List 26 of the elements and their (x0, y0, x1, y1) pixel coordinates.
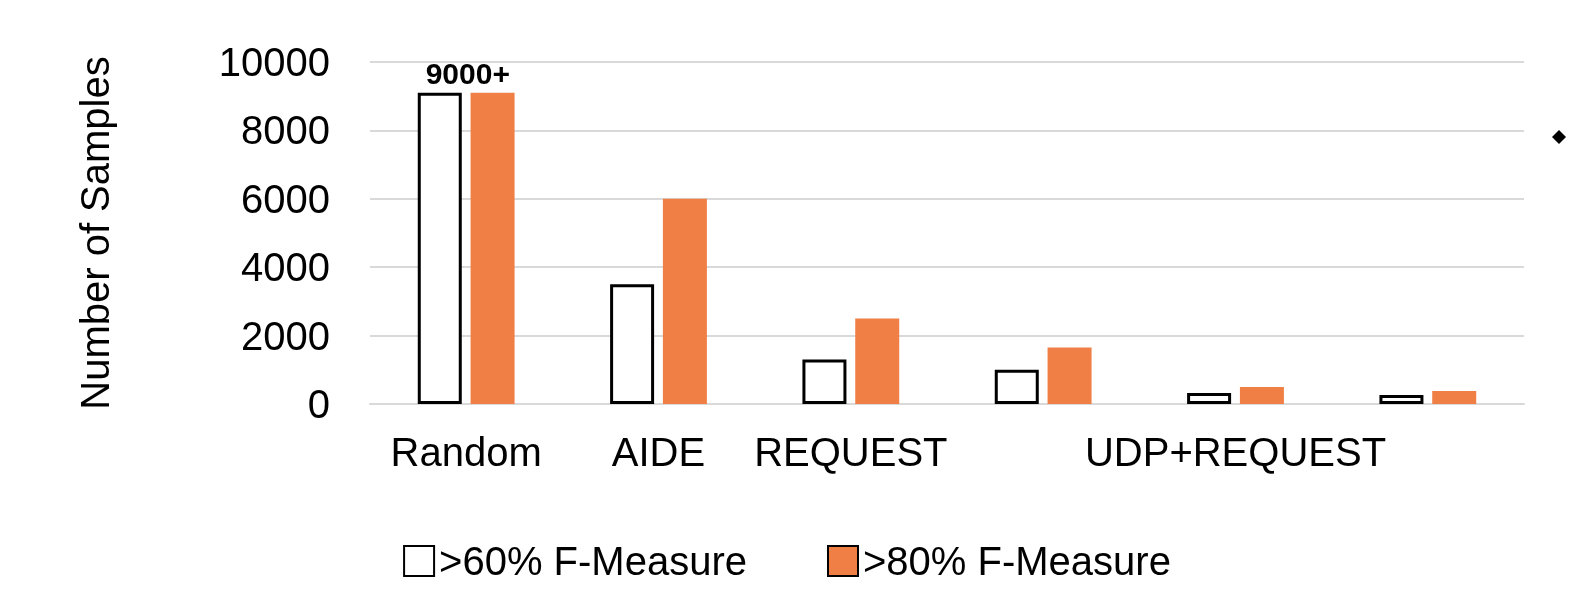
bar (417, 92, 462, 404)
bar (610, 284, 655, 404)
bar (1239, 386, 1284, 404)
y-tick-label: 6000 (241, 176, 330, 221)
bar (1379, 395, 1424, 404)
x-tick-label: REQUEST (754, 430, 948, 474)
legend-label: >80% F-Measure (863, 539, 1171, 583)
bar (470, 92, 515, 404)
legend-label: >60% F-Measure (439, 539, 748, 583)
y-axis-title: Number of Samples (73, 56, 117, 410)
y-tick-label: 10000 (218, 40, 330, 84)
x-tick-label: UDP+REQUEST (1084, 430, 1387, 474)
bar (1187, 393, 1232, 404)
bar (1047, 347, 1092, 404)
bar (662, 198, 707, 404)
y-tick-label: 8000 (241, 108, 330, 153)
bar (1432, 391, 1477, 404)
bar (994, 369, 1039, 404)
bar (802, 359, 847, 404)
x-tick-label: AIDE (611, 430, 706, 474)
y-tick-label: 2000 (241, 313, 330, 358)
x-tick-label: Random (390, 430, 542, 474)
y-tick-label: 0 (307, 382, 330, 426)
y-tick-label: 4000 (241, 245, 330, 290)
annotation: 9000+ (425, 56, 510, 90)
bar (855, 318, 900, 404)
